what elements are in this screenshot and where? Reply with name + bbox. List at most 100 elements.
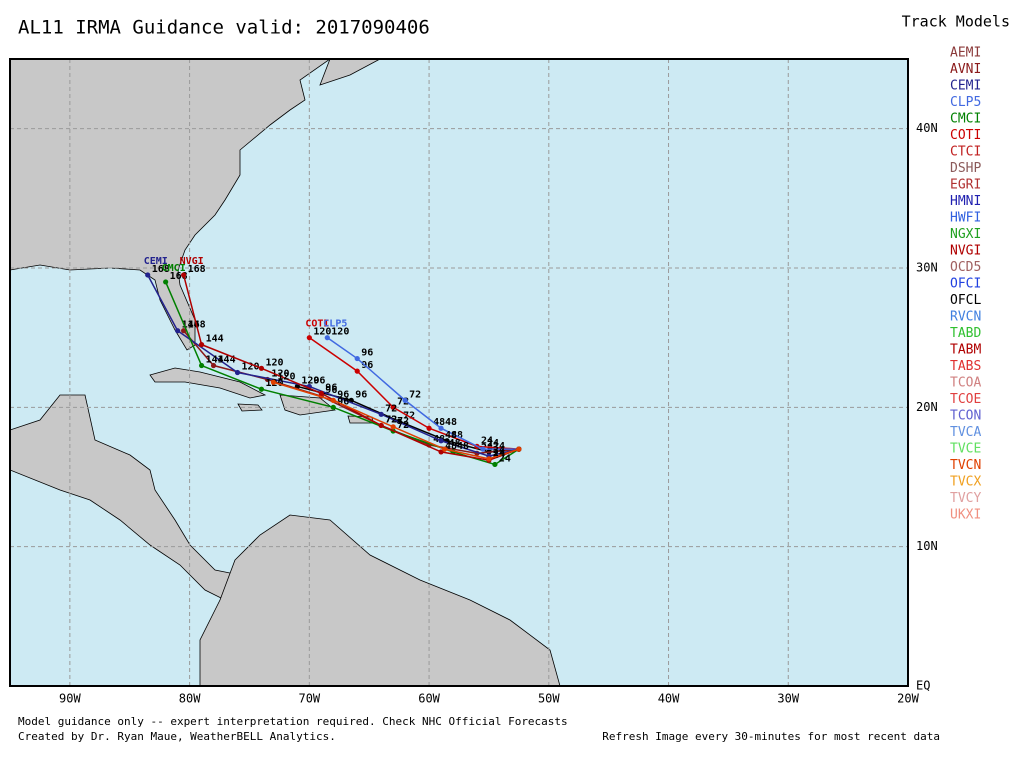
track-point bbox=[426, 425, 432, 431]
hour-label: 144 bbox=[218, 355, 236, 366]
map-frame bbox=[9, 58, 909, 687]
legend-entry: EGRI bbox=[950, 178, 981, 193]
hour-label: 48 bbox=[449, 438, 461, 449]
hour-label: 120 bbox=[241, 362, 259, 373]
track-point bbox=[198, 362, 205, 369]
footer-credit: Created by Dr. Ryan Maue, WeatherBELL An… bbox=[18, 730, 336, 743]
track-point bbox=[486, 456, 492, 462]
legend-entry: OCD5 bbox=[950, 260, 981, 275]
track-point bbox=[390, 404, 396, 410]
hour-label: 96 bbox=[325, 385, 337, 396]
hour-label: 48 bbox=[451, 430, 463, 441]
legend-entry: TVCN bbox=[950, 458, 981, 473]
track-point bbox=[258, 386, 265, 392]
lon-label: 40W bbox=[658, 692, 680, 706]
tracks: 244872961202448729612014416824487296120C… bbox=[144, 256, 522, 468]
hour-label: 24 bbox=[493, 448, 505, 459]
legend-entry: HMNI bbox=[950, 194, 981, 209]
hour-label: 24 bbox=[493, 445, 505, 456]
track-line bbox=[326, 337, 519, 450]
track-point bbox=[234, 369, 241, 376]
hour-label: 96 bbox=[325, 382, 337, 393]
track-point bbox=[181, 328, 187, 334]
hour-label: 96 bbox=[361, 348, 373, 359]
legend-entry: NVGI bbox=[950, 244, 981, 259]
hour-label: 144 bbox=[206, 355, 224, 366]
lat-label: 10N bbox=[916, 539, 938, 553]
hour-label: 72 bbox=[385, 414, 397, 425]
track-point bbox=[318, 390, 324, 396]
track-point bbox=[438, 438, 444, 444]
hour-label: 24 bbox=[487, 438, 499, 449]
hour-label: 24 bbox=[499, 453, 511, 464]
model-label: COTI bbox=[305, 319, 329, 330]
track-point bbox=[330, 404, 336, 410]
hour-label: 120 bbox=[331, 327, 349, 338]
lon-label: 20W bbox=[897, 692, 919, 706]
track-line bbox=[147, 274, 520, 457]
title: AL11 IRMA Guidance valid: 2017090406 bbox=[18, 17, 430, 39]
track-point bbox=[438, 425, 444, 431]
legend-entry: AVNI bbox=[950, 62, 981, 77]
track-line bbox=[273, 381, 520, 460]
legend-entry: TVCY bbox=[950, 491, 981, 506]
hour-label: 120 bbox=[277, 371, 295, 382]
hour-label: 168 bbox=[188, 264, 206, 275]
track-point bbox=[442, 446, 448, 452]
legend-entry: CMCI bbox=[950, 112, 981, 127]
track-point bbox=[378, 411, 384, 417]
model-label: CEMI bbox=[144, 256, 168, 267]
hour-label: 168 bbox=[152, 264, 170, 275]
legend-entry: DSHP bbox=[950, 161, 981, 176]
legend-entry: TCON bbox=[950, 409, 981, 424]
lon-label: 50W bbox=[538, 692, 560, 706]
legend-entry: TABM bbox=[950, 343, 981, 358]
hour-label: 144 bbox=[206, 334, 224, 345]
hour-label: 120 bbox=[313, 327, 331, 338]
hour-label: 120 bbox=[271, 368, 289, 379]
lat-label: 40N bbox=[916, 121, 938, 135]
hour-label: 96 bbox=[337, 396, 349, 407]
hour-label: 96 bbox=[355, 389, 367, 400]
track-point bbox=[324, 335, 330, 341]
legend-entry: UKXI bbox=[950, 508, 981, 523]
legend-entry: OFCL bbox=[950, 293, 981, 308]
legend-entry: CEMI bbox=[950, 79, 981, 94]
hour-label: 96 bbox=[361, 360, 373, 371]
legend-entry: TCOA bbox=[950, 376, 981, 391]
hour-label: 120 bbox=[265, 357, 283, 368]
lon-label: 60W bbox=[418, 692, 440, 706]
track-point bbox=[210, 362, 217, 369]
track-point bbox=[270, 379, 277, 385]
legend-entry: TVCE bbox=[950, 442, 981, 457]
lon-label: 90W bbox=[59, 692, 81, 706]
lon-label: 80W bbox=[179, 692, 201, 706]
model-label: CMCI bbox=[162, 263, 186, 274]
track-point bbox=[402, 397, 408, 403]
track-point bbox=[378, 422, 384, 429]
legend-entry: OFCI bbox=[950, 277, 981, 292]
track-point bbox=[181, 272, 187, 278]
hour-label: 72 bbox=[397, 416, 409, 427]
track-point bbox=[330, 397, 336, 403]
legend-entry: RVCN bbox=[950, 310, 981, 325]
legend-entry: NGXI bbox=[950, 227, 981, 242]
track-point bbox=[258, 365, 265, 371]
track-point bbox=[438, 449, 444, 455]
legend-entry: CLP5 bbox=[950, 95, 981, 110]
model-label: NVGI bbox=[180, 256, 204, 267]
hour-label: 72 bbox=[397, 420, 409, 431]
graticule bbox=[10, 59, 908, 686]
hour-label: 24 bbox=[481, 442, 493, 453]
track-point bbox=[198, 342, 205, 348]
hour-label: 96 bbox=[337, 389, 349, 400]
track-point bbox=[480, 446, 486, 452]
legend-entry: HWFI bbox=[950, 211, 981, 226]
footer-refresh: Refresh Image every 30-minutes for most … bbox=[602, 730, 940, 743]
legend-entry: CTCI bbox=[950, 145, 981, 160]
hour-label: 48 bbox=[445, 441, 457, 452]
lat-label: 30N bbox=[916, 261, 938, 275]
